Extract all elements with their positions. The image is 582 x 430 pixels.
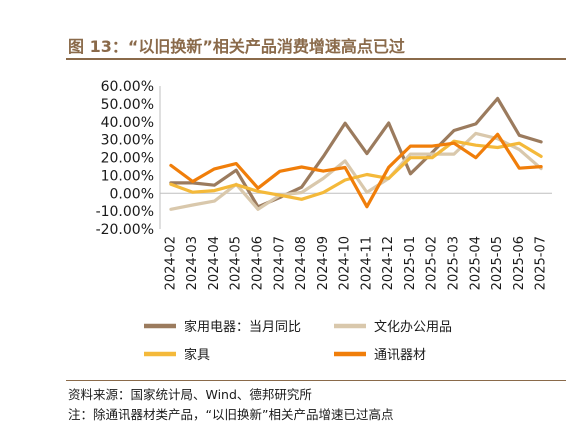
x-tick-label: 2024-05 bbox=[229, 236, 244, 290]
y-tick-label: 40.00% bbox=[101, 115, 154, 131]
legend-label: 家具 bbox=[184, 347, 210, 363]
footnote-rule bbox=[66, 380, 566, 381]
x-tick-label: 2025-04 bbox=[468, 236, 483, 290]
y-tick-label: -10.00% bbox=[96, 204, 154, 220]
x-tick-label: 2024-04 bbox=[207, 236, 222, 290]
series-lines bbox=[169, 96, 543, 211]
legend-label: 通讯器材 bbox=[374, 348, 426, 363]
source-note: 资料来源：国家统计局、Wind、德邦研究所 bbox=[68, 387, 312, 402]
x-tick-label: 2024-08 bbox=[294, 236, 309, 290]
x-tick-label: 2025-06 bbox=[512, 236, 527, 290]
x-tick-label: 2025-07 bbox=[534, 236, 549, 290]
y-tick-label: -20.00% bbox=[96, 222, 154, 238]
x-tick-label: 2024-03 bbox=[185, 236, 200, 290]
legend-label: 家用电器：当月同比 bbox=[184, 319, 301, 335]
x-tick-label: 2024-12 bbox=[381, 236, 396, 290]
y-tick-label: 20.00% bbox=[101, 151, 154, 167]
x-tick-label: 2024-09 bbox=[316, 236, 331, 290]
y-axis: 60.00% 50.00% 40.00% 30.00% 20.00%10.00% 0.00… bbox=[96, 79, 161, 238]
x-tick-label: 2025-03 bbox=[447, 236, 462, 290]
y-tick-label: 0.00% bbox=[110, 186, 154, 202]
series-line-3 bbox=[169, 139, 543, 201]
series-line-4 bbox=[169, 132, 543, 209]
y-tick-label: 50.00% bbox=[101, 97, 154, 113]
series-line-1 bbox=[169, 96, 543, 209]
x-tick-label: 2024-02 bbox=[163, 236, 178, 290]
figure-title: 图 13：“以旧换新”相关产品消费增速高点已过 bbox=[68, 37, 405, 56]
y-tick-label: 30.00% bbox=[101, 133, 154, 149]
legend-label: 文化办公用品 bbox=[374, 320, 452, 335]
x-tick-label: 2024-10 bbox=[338, 236, 353, 290]
y-tick-label: 10.00% bbox=[101, 168, 154, 184]
x-axis: 2024-02 2024-03 2024-04 2024-05 2024-06 2024-… bbox=[160, 192, 552, 290]
x-tick-label: 2025-02 bbox=[425, 236, 440, 290]
x-tick-label: 2024-06 bbox=[251, 236, 266, 290]
footnote-note: 注：除通讯器材类产品，“以旧换新”相关产品增速已过高点 bbox=[68, 407, 394, 422]
y-tick-label: 60.00% bbox=[101, 79, 154, 95]
x-tick-label: 2025-05 bbox=[490, 236, 505, 290]
x-tick-label: 2025-01 bbox=[403, 236, 418, 290]
title-rule bbox=[66, 58, 566, 60]
x-tick-label: 2024-07 bbox=[272, 236, 287, 290]
x-tick-label: 2024-11 bbox=[359, 236, 374, 290]
